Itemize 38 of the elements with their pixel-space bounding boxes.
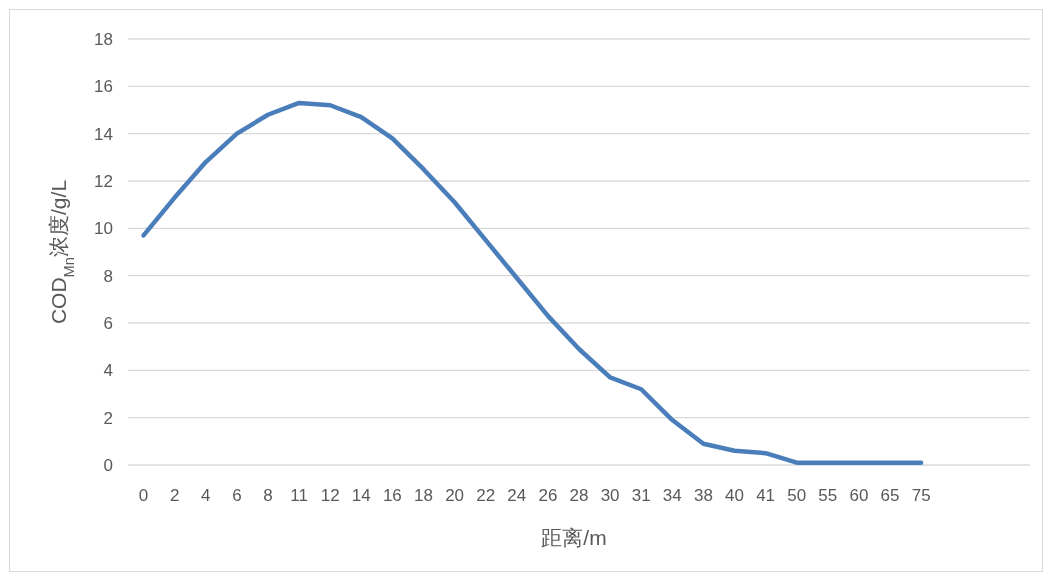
- x-tick-label: 55: [818, 486, 838, 505]
- y-tick-label: 8: [103, 266, 113, 286]
- y-tick-label: 4: [103, 361, 113, 381]
- x-tick-label: 38: [693, 486, 713, 505]
- y-tick-label: 12: [94, 172, 113, 191]
- x-axis-title: 距离/m: [541, 526, 607, 549]
- y-tick-label: 18: [94, 30, 113, 49]
- x-tick-label: 6: [232, 486, 242, 505]
- y-tick-label: 2: [103, 408, 113, 428]
- x-tick-label: 30: [600, 486, 620, 505]
- x-tick-label: 50: [787, 486, 807, 505]
- x-tick-label: 75: [911, 486, 931, 505]
- x-tick-label: 28: [569, 486, 589, 505]
- y-tick-label: 6: [103, 314, 113, 333]
- x-tick-label: 2: [169, 486, 180, 505]
- line-series: [141, 100, 924, 465]
- x-tick-label: 0: [138, 486, 149, 505]
- x-tick-label: 14: [351, 486, 371, 505]
- x-tick-label: 16: [382, 486, 402, 505]
- x-tick-label: 26: [538, 486, 558, 505]
- x-tick-label: 12: [320, 486, 340, 505]
- x-tick-label: 31: [631, 486, 651, 505]
- x-tick-label: 20: [445, 486, 465, 505]
- y-tick-label: 14: [94, 124, 113, 144]
- x-tick-label: 8: [263, 486, 273, 505]
- x-tick-label: 41: [756, 486, 776, 505]
- x-tick-label: 60: [849, 486, 869, 505]
- x-tick-label: 65: [880, 486, 900, 505]
- y-tick-label: 16: [94, 77, 113, 97]
- x-tick-label: 24: [507, 486, 527, 505]
- x-tick-label: 22: [476, 486, 496, 505]
- x-tick-label: 18: [414, 486, 433, 505]
- x-tick-label: 40: [725, 486, 744, 505]
- x-tick-label: 34: [662, 486, 682, 505]
- y-tick-label: 10: [94, 219, 113, 239]
- x-tick-label: 4: [201, 486, 211, 505]
- y-tick-label: 0: [103, 456, 113, 475]
- x-tick-label: 11: [290, 486, 308, 505]
